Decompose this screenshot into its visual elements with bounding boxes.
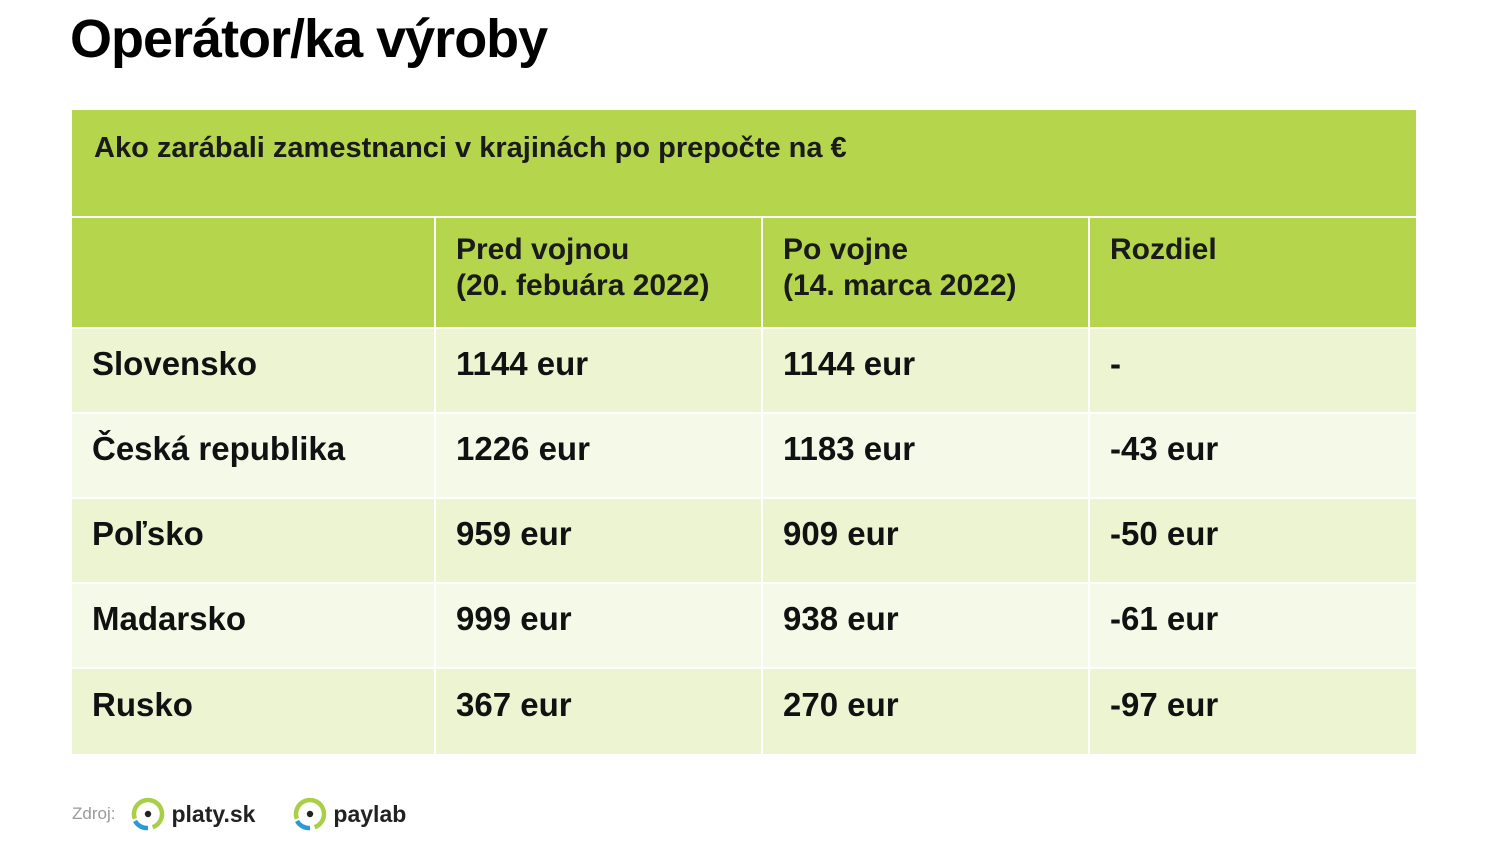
table-header-row: Pred vojnou (20. febuára 2022) Po vojne … bbox=[72, 218, 1416, 329]
country-cell: Slovensko bbox=[72, 329, 436, 412]
header-difference: Rozdiel bbox=[1110, 233, 1217, 266]
logo-text: paylab bbox=[333, 800, 407, 827]
country-cell: Poľsko bbox=[72, 499, 436, 582]
table-row: Česká republika 1226 eur 1183 eur -43 eu… bbox=[72, 414, 1416, 499]
logo-text: platy.sk bbox=[171, 800, 256, 827]
before-cell: 1226 eur bbox=[436, 414, 763, 497]
table-caption: Ako zarábali zamestnanci v krajinách po … bbox=[72, 110, 1416, 218]
after-cell: 1183 eur bbox=[763, 414, 1090, 497]
before-cell: 1144 eur bbox=[436, 329, 763, 412]
after-cell: 938 eur bbox=[763, 584, 1090, 667]
source-label: Zdroj: bbox=[72, 804, 116, 823]
table-row: Poľsko 959 eur 909 eur -50 eur bbox=[72, 499, 1416, 584]
diff-cell: -43 eur bbox=[1110, 429, 1219, 467]
diff-cell: - bbox=[1110, 344, 1121, 382]
after-cell: 1144 eur bbox=[763, 329, 1090, 412]
ring-dot-logo-icon bbox=[132, 797, 165, 831]
source-footer: Zdroj: platy.sk paylab bbox=[72, 790, 442, 838]
country-cell: Česká republika bbox=[72, 414, 436, 497]
before-cell: 999 eur bbox=[436, 584, 763, 667]
header-after-war: Po vojne (14. marca 2022) bbox=[763, 218, 1090, 327]
header-before-war: Pred vojnou (20. febuára 2022) bbox=[436, 218, 763, 327]
page-title: Operátor/ka výroby bbox=[70, 9, 548, 69]
before-cell: 959 eur bbox=[436, 499, 763, 582]
platy-sk-logo: platy.sk bbox=[129, 795, 255, 833]
country-cell: Rusko bbox=[72, 669, 436, 754]
paylab-logo: paylab bbox=[291, 795, 406, 833]
after-cell: 909 eur bbox=[763, 499, 1090, 582]
country-cell: Madarsko bbox=[72, 584, 436, 667]
diff-cell: -97 eur bbox=[1110, 685, 1219, 723]
table-row: Rusko 367 eur 270 eur -97 eur bbox=[72, 669, 1416, 754]
diff-cell: -50 eur bbox=[1110, 514, 1219, 552]
after-cell: 270 eur bbox=[763, 669, 1090, 754]
salary-table: Ako zarábali zamestnanci v krajinách po … bbox=[72, 110, 1416, 754]
table-row: Madarsko 999 eur 938 eur -61 eur bbox=[72, 584, 1416, 669]
before-cell: 367 eur bbox=[436, 669, 763, 754]
table-row: Slovensko 1144 eur 1144 eur - bbox=[72, 329, 1416, 414]
header-country bbox=[72, 218, 436, 327]
diff-cell: -61 eur bbox=[1110, 599, 1219, 637]
ring-dot-logo-icon bbox=[294, 797, 327, 831]
